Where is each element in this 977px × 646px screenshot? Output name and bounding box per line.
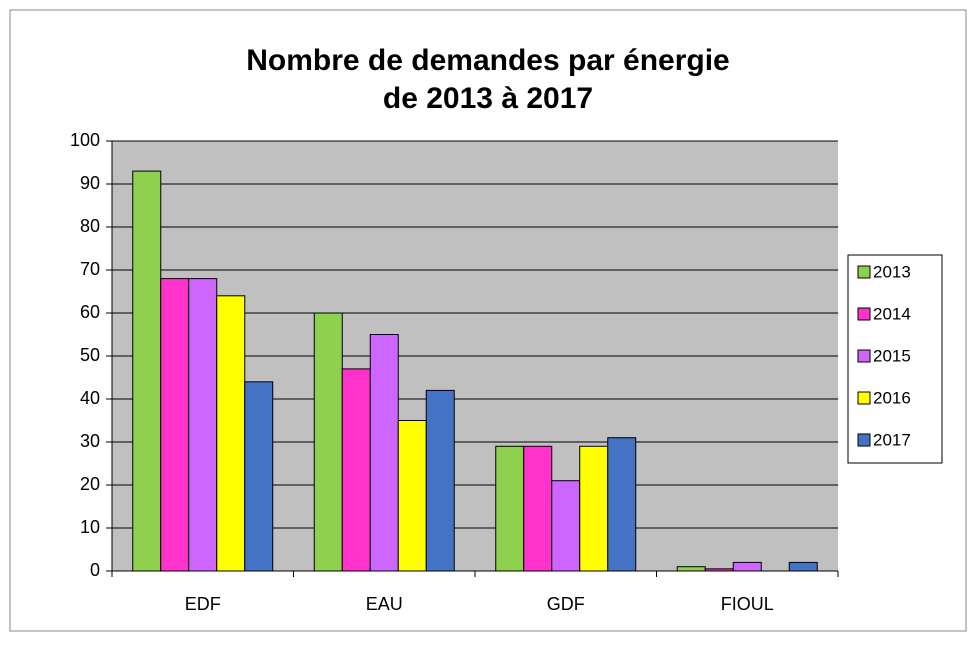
y-tick-label: 20	[80, 474, 100, 494]
bar	[369, 334, 399, 572]
x-tick-label: EDF	[185, 594, 221, 614]
legend-swatch	[857, 307, 871, 321]
legend-swatch	[857, 433, 871, 447]
y-tick-label: 50	[80, 345, 100, 365]
legend-label: 2016	[873, 388, 911, 407]
chart-title: de 2013 à 2017	[383, 82, 593, 115]
bar	[216, 295, 246, 572]
bar	[676, 566, 706, 572]
legend-label: 2015	[873, 346, 911, 365]
legend-swatch	[857, 391, 871, 405]
legend-label: 2017	[873, 430, 911, 449]
y-tick-label: 70	[80, 259, 100, 279]
x-tick-label: GDF	[547, 594, 585, 614]
bar	[188, 278, 218, 572]
legend-swatch	[857, 265, 871, 279]
legend-label: 2013	[873, 262, 911, 281]
y-tick-label: 100	[70, 130, 100, 150]
legend-label: 2014	[873, 304, 911, 323]
bar	[551, 480, 581, 572]
bar	[607, 437, 637, 572]
x-tick-label: EAU	[366, 594, 403, 614]
bar	[495, 445, 525, 572]
y-tick-label: 80	[80, 216, 100, 236]
legend-swatch	[857, 349, 871, 363]
bar	[732, 561, 762, 572]
bar	[244, 381, 274, 572]
bar	[313, 312, 343, 572]
bar	[704, 568, 734, 572]
y-tick-label: 40	[80, 388, 100, 408]
bar	[425, 389, 455, 572]
y-tick-label: 0	[90, 560, 100, 580]
y-tick-label: 60	[80, 302, 100, 322]
y-tick-label: 90	[80, 173, 100, 193]
bar	[160, 278, 190, 572]
y-tick-label: 30	[80, 431, 100, 451]
x-tick-label: FIOUL	[721, 594, 774, 614]
chart-title: Nombre de demandes par énergie	[246, 44, 730, 77]
bar	[523, 445, 553, 572]
y-tick-label: 10	[80, 517, 100, 537]
bar	[132, 170, 162, 572]
bar	[788, 561, 818, 572]
bar	[397, 420, 427, 572]
bar	[579, 445, 609, 572]
bar	[341, 368, 371, 572]
